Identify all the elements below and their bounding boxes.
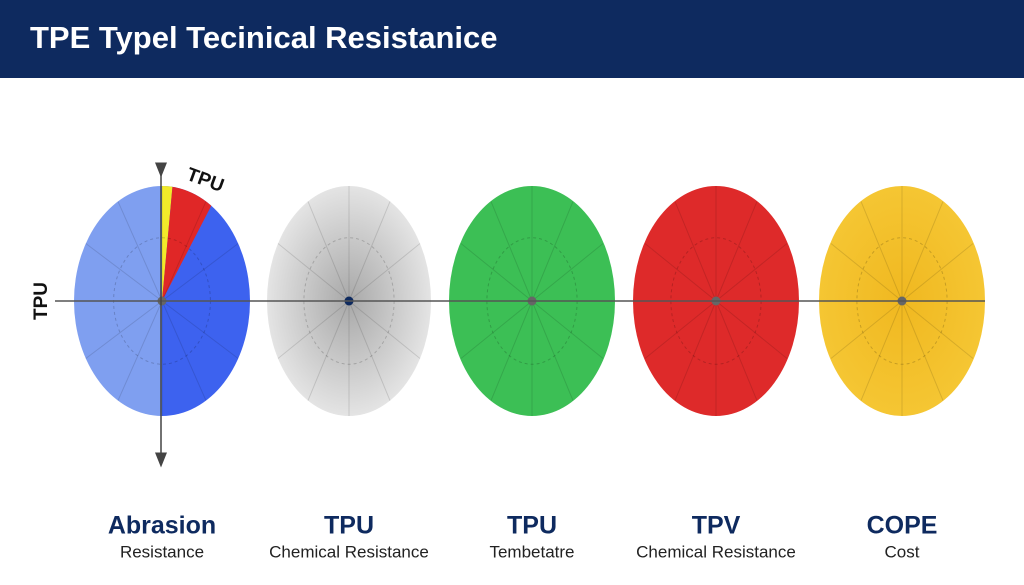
- item-title: COPE: [867, 512, 938, 540]
- radial-line: [161, 300, 239, 359]
- radial-line: [85, 300, 163, 359]
- radial-line: [307, 201, 350, 302]
- radial-line: [860, 300, 903, 401]
- radial-line: [531, 201, 574, 302]
- item-title: TPU: [507, 512, 557, 540]
- header-title: TPE Typel Tecinical Resistanice: [30, 20, 497, 55]
- radial-line: [531, 300, 574, 401]
- radial-line: [531, 243, 604, 302]
- radial-line: [348, 243, 421, 302]
- item-subtitle: Resistance: [120, 542, 204, 561]
- radial-line: [901, 300, 944, 401]
- radial-line: [674, 300, 717, 401]
- radial-line: [348, 300, 391, 401]
- radial-line: [307, 300, 350, 401]
- radial-line: [715, 243, 788, 302]
- item-title: TPV: [692, 512, 741, 540]
- axis-label-left: TPU: [31, 282, 52, 320]
- item-title: TPU: [324, 512, 374, 540]
- item-subtitle: Chemical Resistance: [636, 542, 796, 561]
- radial-line: [277, 300, 350, 359]
- radial-line: [644, 243, 717, 302]
- radial-line: [117, 201, 163, 302]
- radial-line: [161, 300, 207, 401]
- radial-line: [161, 243, 239, 302]
- radial-line: [830, 300, 903, 359]
- radial-line: [490, 201, 533, 302]
- radial-line: [860, 201, 903, 302]
- radial-line: [531, 300, 604, 359]
- header-bar: [0, 0, 1024, 78]
- radial-line: [644, 300, 717, 359]
- radial-line: [161, 201, 207, 302]
- item-title: Abrasion: [108, 512, 216, 540]
- item-subtitle: Cost: [885, 542, 920, 561]
- labels: Abrasion Resistance TPU Chemical Resistance…: [108, 512, 938, 562]
- radial-line: [901, 201, 944, 302]
- radial-line: [460, 243, 533, 302]
- item-subtitle: Tembetatre: [489, 542, 574, 561]
- radial-line: [85, 243, 163, 302]
- item-subtitle: Chemical Resistance: [269, 542, 429, 561]
- radial-line: [830, 243, 903, 302]
- radial-line: [348, 300, 421, 359]
- axis-label-top: TPU: [184, 164, 227, 197]
- radial-line: [715, 201, 758, 302]
- radial-line: [901, 243, 974, 302]
- radial-line: [715, 300, 758, 401]
- radial-line: [901, 300, 974, 359]
- radial-line: [674, 201, 717, 302]
- radial-line: [277, 243, 350, 302]
- radial-line: [460, 300, 533, 359]
- radial-line: [348, 201, 391, 302]
- radial-line: [117, 300, 163, 401]
- radial-line: [715, 300, 788, 359]
- radial-line: [490, 300, 533, 401]
